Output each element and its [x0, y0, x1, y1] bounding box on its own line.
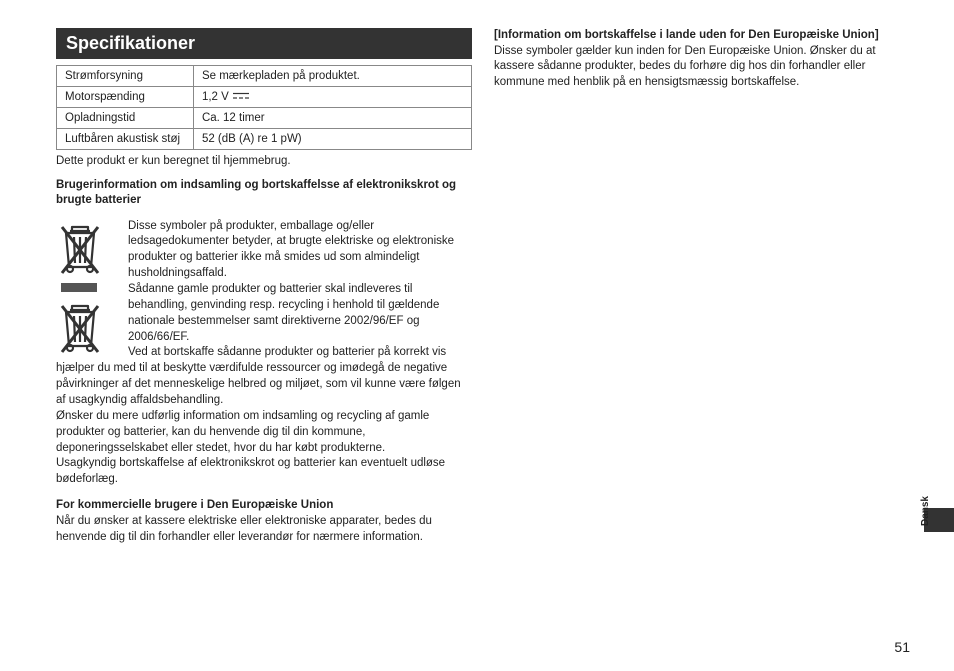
- weee-icons: [56, 219, 118, 356]
- table-row: Opladningstid Ca. 12 timer: [57, 108, 472, 129]
- user-info-body: Disse symboler på produkter, emballage o…: [56, 219, 472, 489]
- dc-symbol-icon: [232, 91, 250, 103]
- commercial-section: For kommercielle brugere i Den Europæisk…: [56, 498, 472, 545]
- spec-table: Strømforsyning Se mærkepladen på produkt…: [56, 65, 472, 150]
- commercial-body: Når du ønsker at kassere elektriske elle…: [56, 514, 472, 546]
- outside-eu-body: Disse symboler gælder kun inden for Den …: [494, 44, 910, 92]
- user-info-heading: Brugerinformation om indsamling og borts…: [56, 178, 472, 209]
- table-row: Luftbåren akustisk støj 52 (dB (A) re 1 …: [57, 129, 472, 150]
- body-para: Ønsker du mere udførlig information om i…: [56, 410, 429, 454]
- spec-value: 1,2 V: [193, 87, 471, 108]
- body-para: Usagkyndig bortskaffelse af elektroniksk…: [56, 457, 445, 485]
- outside-eu-section: [Information om bortskaffelse i lande ud…: [494, 28, 910, 91]
- outside-eu-heading: [Information om bortskaffelse i lande ud…: [494, 28, 910, 44]
- crossed-bin-icon: [56, 298, 104, 356]
- body-para: Disse symboler på produkter, emballage o…: [128, 220, 454, 280]
- bar-icon: [61, 283, 97, 292]
- language-label: Dansk: [920, 496, 931, 526]
- page-number: 51: [894, 639, 910, 655]
- commercial-heading: For kommercielle brugere i Den Europæisk…: [56, 498, 472, 514]
- spec-value: Se mærkepladen på produktet.: [193, 66, 471, 87]
- section-header: Specifikationer: [56, 28, 472, 59]
- table-row: Strømforsyning Se mærkepladen på produkt…: [57, 66, 472, 87]
- spec-value: Ca. 12 timer: [193, 108, 471, 129]
- spec-value: 52 (dB (A) re 1 pW): [193, 129, 471, 150]
- spec-label: Opladningstid: [57, 108, 194, 129]
- spec-label: Luftbåren akustisk støj: [57, 129, 194, 150]
- spec-label: Motorspænding: [57, 87, 194, 108]
- body-para: Sådanne gamle produkter og batterier ska…: [128, 283, 439, 343]
- crossed-bin-icon: [56, 219, 104, 277]
- table-row: Motorspænding 1,2 V: [57, 87, 472, 108]
- spec-label: Strømforsyning: [57, 66, 194, 87]
- voltage-value: 1,2 V: [202, 91, 229, 103]
- home-use-note: Dette produkt er kun beregnet til hjemme…: [56, 154, 472, 170]
